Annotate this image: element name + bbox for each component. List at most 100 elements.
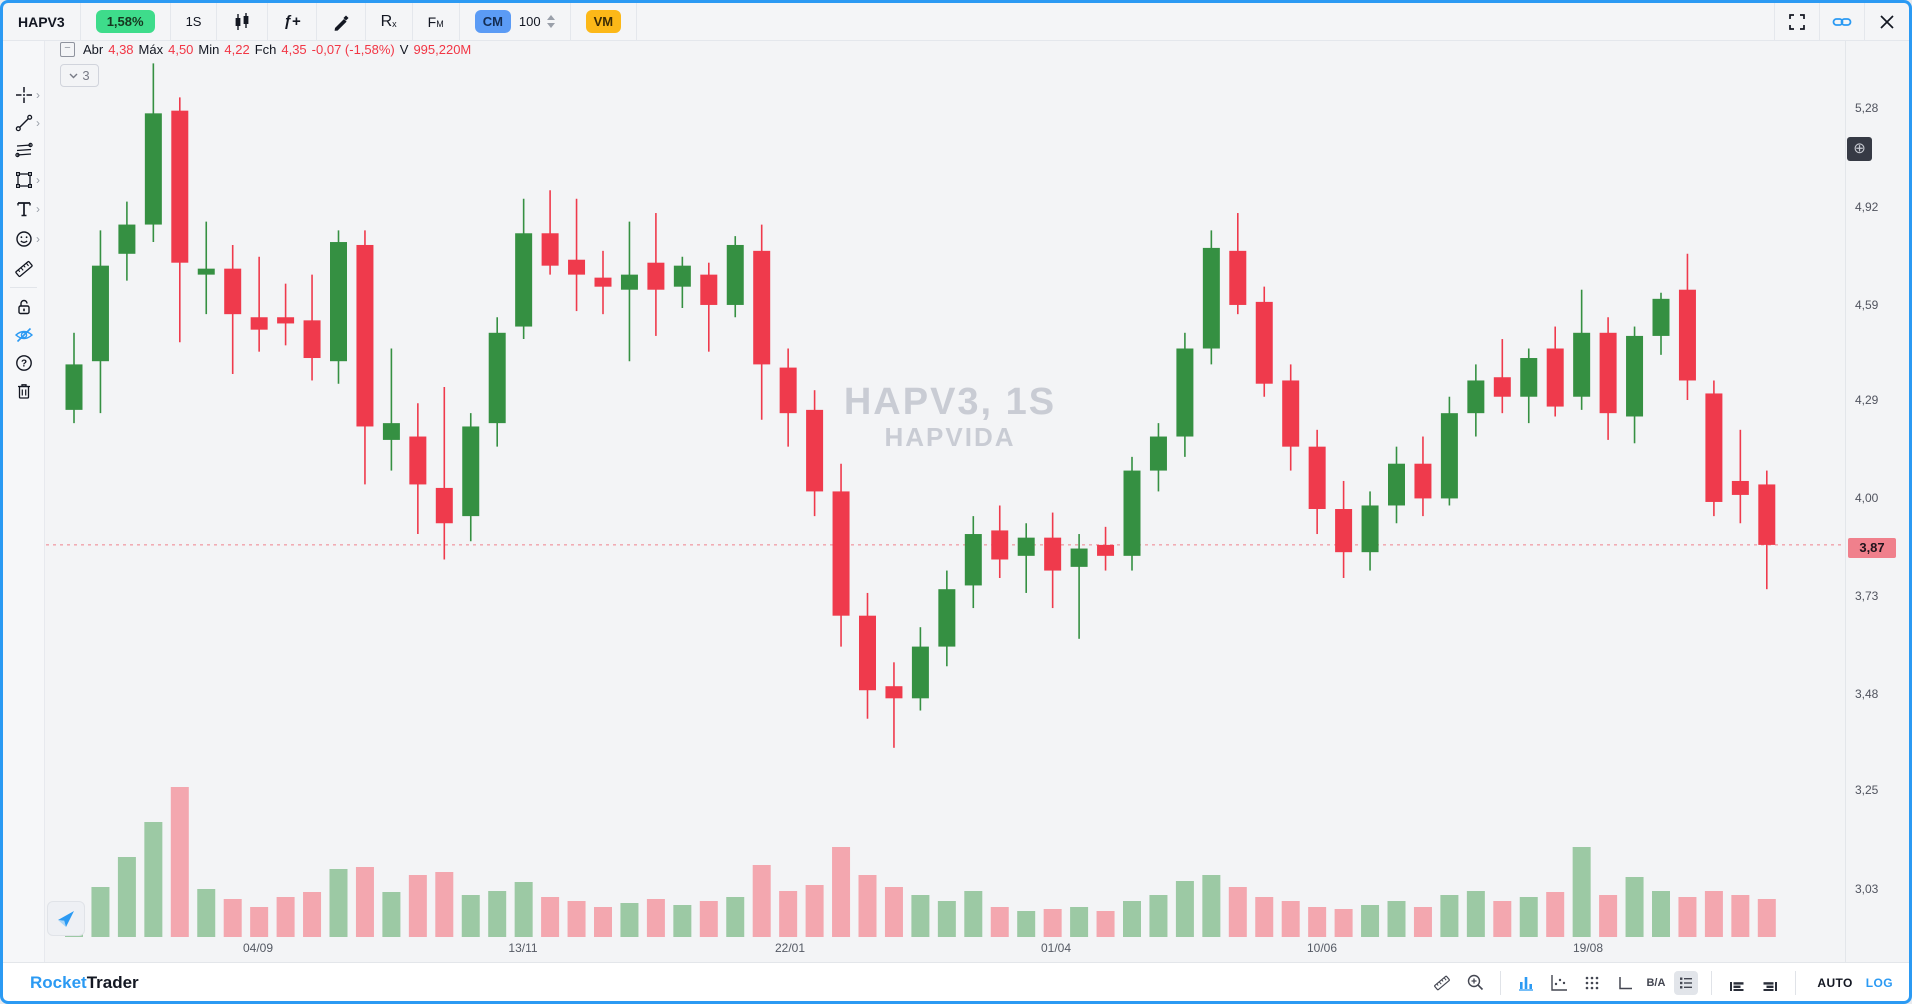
book-button[interactable] xyxy=(1674,970,1699,995)
axis-scale-button[interactable] xyxy=(1613,971,1637,995)
candle-body xyxy=(356,244,374,427)
trendline-tool[interactable] xyxy=(9,111,39,135)
divider xyxy=(1795,970,1797,995)
candle-body xyxy=(1229,250,1247,305)
emoji-tool[interactable] xyxy=(9,227,39,251)
volume-bar xyxy=(1572,847,1591,937)
vm-badge-cell: VM xyxy=(571,3,638,40)
volume-bar xyxy=(779,891,798,937)
crosshair-tool[interactable] xyxy=(9,83,39,107)
change-badge[interactable]: 1,58% xyxy=(95,10,155,33)
cm-badge[interactable]: CM xyxy=(474,10,511,33)
close-button[interactable] xyxy=(1864,3,1909,40)
rx-sub-label: x xyxy=(392,18,397,29)
candle-body xyxy=(1123,470,1141,556)
zoom-in-button[interactable] xyxy=(1463,971,1487,995)
candle-body xyxy=(1017,537,1035,556)
candle-body xyxy=(1176,348,1194,437)
time-axis[interactable]: 04/09 13/11 22/01 01/04 10/06 19/08 xyxy=(44,936,1845,962)
depth-left-button[interactable] xyxy=(1725,971,1749,995)
interval-button[interactable]: 1S xyxy=(171,3,218,40)
vm-badge[interactable]: VM xyxy=(585,10,622,33)
measure-button[interactable] xyxy=(1430,971,1454,995)
trendline-chevron-icon[interactable]: › xyxy=(36,116,40,130)
volume-bar xyxy=(355,867,374,937)
price-tick: 5,28 xyxy=(1855,101,1879,115)
bid-ask-togg1e[interactable]: B/A xyxy=(1646,976,1666,989)
dots-grid-button[interactable] xyxy=(1580,971,1604,995)
candle-body xyxy=(1202,247,1220,349)
volume-toggle-button[interactable] xyxy=(1514,971,1538,995)
brand-primary: Rocket xyxy=(30,972,87,992)
help-button[interactable]: ? xyxy=(9,351,39,375)
volume-bar xyxy=(1519,897,1538,937)
lock-drawings-button[interactable] xyxy=(9,295,39,319)
delete-drawings-button[interactable] xyxy=(9,379,39,403)
scroll-to-latest-button[interactable] xyxy=(47,901,85,936)
candle-body xyxy=(409,436,427,485)
stepper-up-icon[interactable] xyxy=(546,15,555,20)
candle-body xyxy=(224,268,242,315)
price-axis[interactable]: 5,28 4,92 4,59 4,29 4,00 3,73 3,48 3,25 3,03 ⊕ 3… xyxy=(1845,41,1910,962)
time-tick: 13/11 xyxy=(508,941,538,955)
volume-bar xyxy=(884,887,903,937)
candle-body xyxy=(1149,436,1167,471)
indicators-button[interactable]: ƒ+ xyxy=(268,3,317,40)
volume-bar xyxy=(1043,909,1062,937)
volume-bar xyxy=(1704,891,1723,937)
divider xyxy=(1500,970,1502,995)
watermark-subtitle: HAPVIDA xyxy=(884,422,1016,452)
shapes-tool[interactable] xyxy=(9,168,39,192)
indicator-list-button[interactable]: 3 xyxy=(60,64,99,87)
emoji-icon xyxy=(16,231,32,247)
chart-type-button[interactable] xyxy=(217,3,269,40)
candle-body xyxy=(462,426,480,517)
quick-trade-button[interactable]: ⊕ xyxy=(1847,137,1872,161)
candle-body xyxy=(1255,301,1273,384)
hide-drawings-button[interactable] xyxy=(9,323,39,347)
volume-bar xyxy=(91,887,110,937)
symbol-button[interactable]: HAPV3 xyxy=(3,3,81,40)
time-tick: 22/01 xyxy=(774,941,806,955)
depth-right-button[interactable] xyxy=(1758,971,1782,995)
price-tick: 4,00 xyxy=(1855,491,1879,505)
fm-sub-label: M xyxy=(436,18,444,29)
ohlc-legend: − Abr 4,38 Máx 4,50 Min 4,22 Fch 4,35 -0… xyxy=(60,42,471,57)
price-tick: 3,25 xyxy=(1855,783,1879,797)
compare-chart-button[interactable] xyxy=(1547,971,1571,995)
volume-bar xyxy=(541,897,560,937)
candles-icon xyxy=(236,12,249,30)
shapes-chevron-icon[interactable]: › xyxy=(36,173,40,187)
measure-tool[interactable] xyxy=(9,257,39,281)
emoji-chevron-icon[interactable]: › xyxy=(36,232,40,246)
candle-body xyxy=(1414,463,1432,499)
legend-collapse-button[interactable]: − xyxy=(60,42,75,57)
volume-bar xyxy=(329,869,348,937)
draw-button[interactable] xyxy=(317,3,366,40)
log-scale-toggle[interactable]: LOG xyxy=(1865,975,1893,990)
candle-body xyxy=(144,113,162,225)
price-tick: 3,48 xyxy=(1855,687,1879,701)
candle-body xyxy=(594,277,612,287)
quantity-stepper[interactable] xyxy=(546,15,555,28)
change-badge-cell: 1,58% xyxy=(81,3,171,40)
crosshair-chevron-icon[interactable]: › xyxy=(36,88,40,102)
volume-bar xyxy=(1757,899,1776,937)
trash-icon xyxy=(18,384,30,399)
link-button[interactable] xyxy=(1819,3,1864,40)
volume-bar xyxy=(752,865,771,937)
candle-body xyxy=(1652,298,1670,336)
quantity-value[interactable]: 100 xyxy=(518,14,541,29)
text-tool[interactable] xyxy=(9,197,39,221)
auto-scale-toggle[interactable]: AUTO xyxy=(1817,975,1853,990)
text-chevron-icon[interactable]: › xyxy=(36,202,40,216)
volume-bar xyxy=(832,847,851,937)
fullscreen-button[interactable] xyxy=(1774,3,1819,40)
stepper-down-icon[interactable] xyxy=(546,23,555,28)
fib-lines-tool[interactable] xyxy=(9,139,39,163)
